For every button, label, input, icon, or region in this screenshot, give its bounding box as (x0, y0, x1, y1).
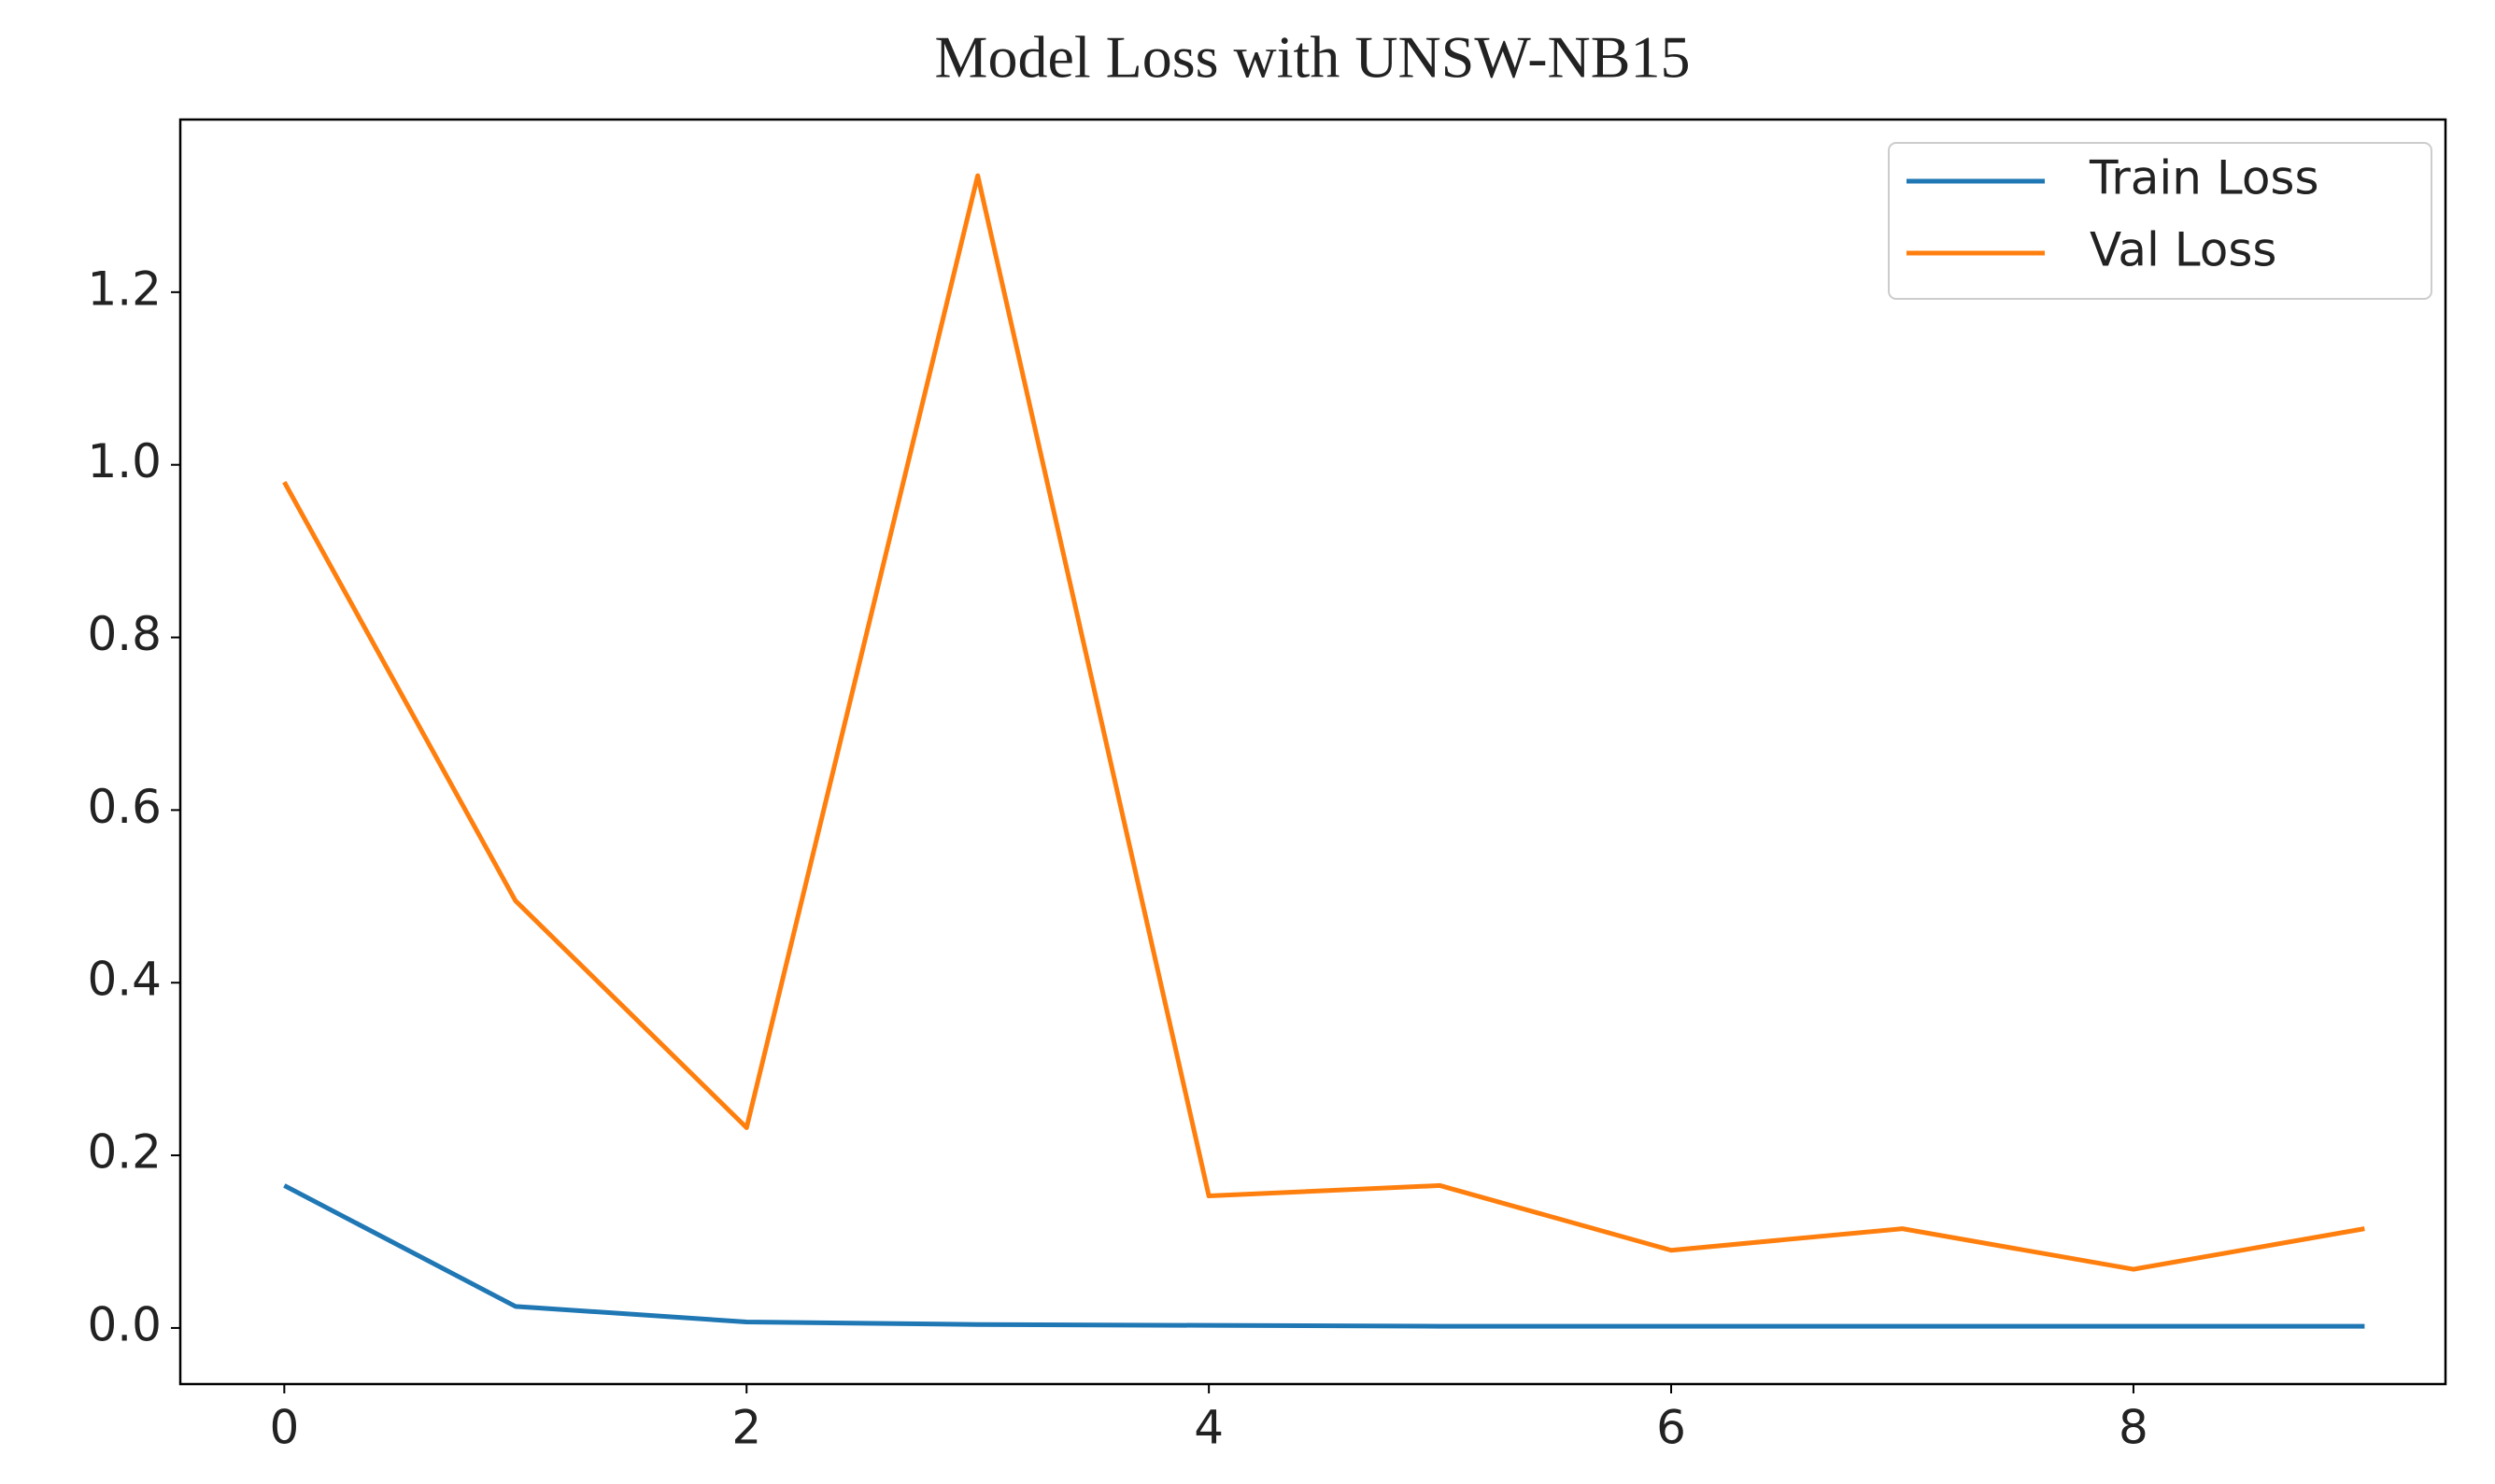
chart-title: Model Loss with UNSW-NB15 (935, 24, 1691, 91)
series-line (283, 1183, 2365, 1329)
y-tick-label: 0.0 (87, 1297, 162, 1351)
x-tick-label: 2 (731, 1401, 761, 1455)
y-tick-label: 0.6 (87, 780, 162, 834)
x-tick-label: 4 (1194, 1401, 1224, 1455)
y-tick-label: 0.8 (87, 607, 162, 661)
legend-label: Train Loss (2089, 151, 2319, 205)
y-tick-label: 1.0 (87, 434, 162, 488)
y-tick-label: 1.2 (87, 261, 162, 316)
series-line (282, 173, 2365, 1272)
x-tick-label: 6 (1656, 1401, 1686, 1455)
plot-frame (178, 118, 2447, 1386)
y-tick-label: 0.4 (87, 953, 162, 1007)
x-tick-label: 0 (269, 1401, 299, 1455)
legend-label: Val Loss (2090, 223, 2276, 277)
y-tick-label: 0.2 (87, 1125, 162, 1180)
x-tick-label: 8 (2119, 1401, 2148, 1455)
